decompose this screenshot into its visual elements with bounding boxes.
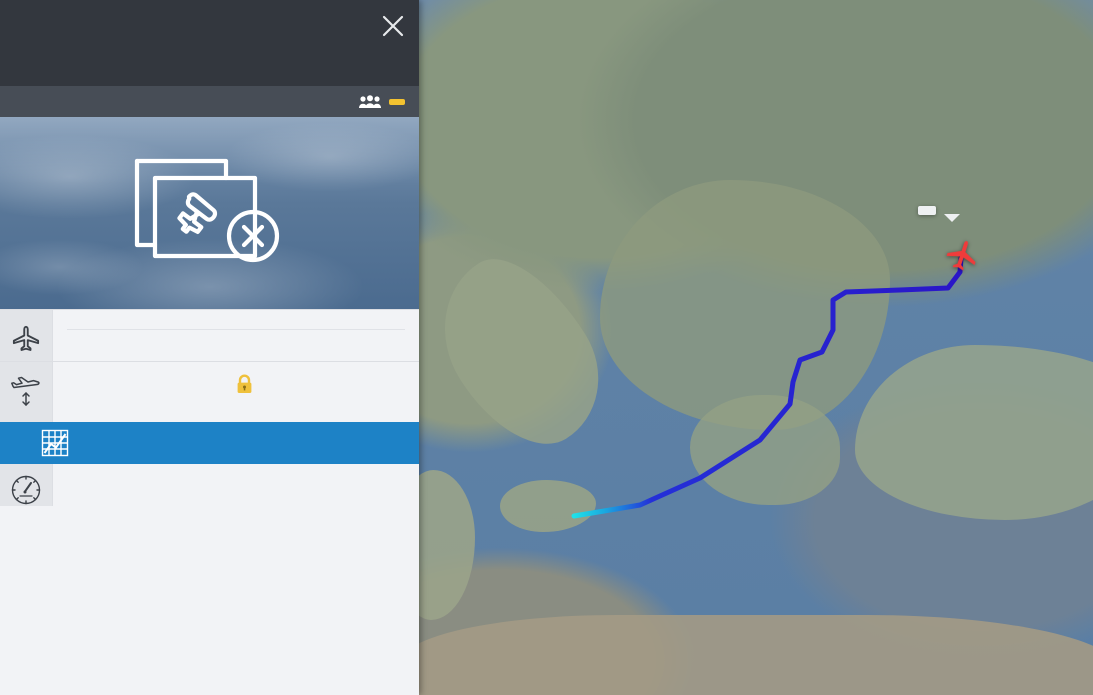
selected-aircraft-red-icon[interactable]: [939, 233, 984, 278]
rank-bar: [0, 86, 419, 117]
gps-track-row: [67, 409, 405, 410]
speed-section-body: [52, 464, 419, 506]
landmass-italy: [413, 235, 627, 470]
lock-icon: [236, 374, 253, 400]
airplane-top-icon: [0, 310, 52, 361]
country-field: [236, 338, 405, 339]
aircraft-photo-placeholder: [0, 117, 419, 309]
landmass-greece: [690, 395, 840, 505]
speed-altitude-graph-button[interactable]: [0, 422, 419, 464]
divider: [67, 329, 405, 330]
callsign-tooltip: [918, 206, 960, 222]
altitude-section-body: [52, 362, 419, 422]
landmass-balkans: [600, 180, 890, 430]
close-icon[interactable]: [379, 12, 407, 40]
aircraft-section-body: [52, 310, 419, 361]
age-field: [236, 348, 405, 349]
registration-field: [67, 338, 236, 339]
landmass-anatolia: [855, 345, 1093, 520]
panel-header: [0, 0, 419, 86]
landmass-northafrica: [400, 615, 1093, 695]
true-airspeed-field: [236, 474, 405, 475]
aircraft-info-panel: [0, 0, 419, 695]
msn-row: [67, 348, 405, 349]
msn-field: [67, 348, 236, 349]
gps-altitude-field: [67, 409, 236, 410]
vertical-speed-field: [236, 372, 405, 400]
calibrated-altitude-field: [67, 372, 236, 400]
people-icon: [359, 94, 381, 109]
airplane-altitude-icon: [0, 362, 52, 422]
speed-row: [67, 474, 405, 475]
chart-grid-icon: [40, 428, 70, 458]
track-field: [236, 409, 405, 410]
live-badge: [389, 98, 405, 105]
aircraft-section: [0, 309, 419, 361]
altitude-row: [67, 372, 405, 400]
landmass-sicily: [500, 480, 596, 532]
registration-row: [67, 338, 405, 339]
speed-section: [0, 464, 419, 506]
ground-speed-field: [67, 474, 236, 475]
altitude-section: [0, 361, 419, 422]
speedometer-icon: [0, 464, 52, 506]
no-photo-available-icon: [125, 148, 295, 278]
